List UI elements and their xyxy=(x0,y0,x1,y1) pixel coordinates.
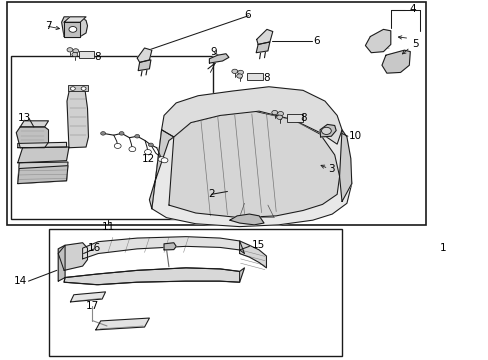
Text: 17: 17 xyxy=(86,301,99,311)
Polygon shape xyxy=(58,245,65,281)
Circle shape xyxy=(69,27,77,32)
Polygon shape xyxy=(16,127,48,148)
Text: 8: 8 xyxy=(300,113,306,123)
Polygon shape xyxy=(18,142,66,148)
Circle shape xyxy=(114,143,121,148)
Text: 12: 12 xyxy=(142,154,155,164)
Polygon shape xyxy=(18,162,68,184)
Circle shape xyxy=(101,132,105,135)
Circle shape xyxy=(148,143,153,147)
Polygon shape xyxy=(82,237,244,259)
Polygon shape xyxy=(64,268,244,285)
Circle shape xyxy=(277,112,283,116)
Circle shape xyxy=(276,115,282,120)
Polygon shape xyxy=(18,147,69,163)
Polygon shape xyxy=(161,87,341,144)
Polygon shape xyxy=(20,121,48,127)
Circle shape xyxy=(67,48,73,52)
Polygon shape xyxy=(67,87,88,148)
Bar xyxy=(11,56,212,220)
Text: 8: 8 xyxy=(263,73,269,83)
Text: 4: 4 xyxy=(408,4,415,14)
Circle shape xyxy=(70,87,75,90)
Text: 2: 2 xyxy=(207,189,214,199)
Bar xyxy=(49,229,341,356)
Polygon shape xyxy=(64,17,86,22)
Text: 7: 7 xyxy=(45,21,52,31)
Circle shape xyxy=(129,147,136,152)
Polygon shape xyxy=(58,243,87,270)
Text: 8: 8 xyxy=(94,52,101,62)
Polygon shape xyxy=(163,243,176,250)
Polygon shape xyxy=(229,214,264,225)
Polygon shape xyxy=(138,60,151,71)
Circle shape xyxy=(321,127,330,134)
Bar xyxy=(6,3,425,225)
Circle shape xyxy=(135,134,140,138)
Polygon shape xyxy=(64,268,239,285)
Circle shape xyxy=(144,149,151,154)
Text: 10: 10 xyxy=(348,131,361,141)
Polygon shape xyxy=(339,130,351,202)
Circle shape xyxy=(271,111,277,115)
Polygon shape xyxy=(61,17,87,37)
Polygon shape xyxy=(320,125,335,137)
Polygon shape xyxy=(137,48,152,62)
Polygon shape xyxy=(70,292,105,302)
Circle shape xyxy=(236,74,242,78)
Text: 15: 15 xyxy=(251,240,264,250)
Circle shape xyxy=(161,158,167,163)
Text: 13: 13 xyxy=(18,113,31,123)
Circle shape xyxy=(81,87,86,90)
Bar xyxy=(287,114,303,122)
Polygon shape xyxy=(365,30,390,53)
Text: 11: 11 xyxy=(101,222,114,231)
Polygon shape xyxy=(96,318,149,330)
Text: 3: 3 xyxy=(328,163,334,174)
Text: 9: 9 xyxy=(210,46,217,57)
Polygon shape xyxy=(381,50,409,73)
Polygon shape xyxy=(152,98,351,226)
Text: 14: 14 xyxy=(14,276,27,286)
Circle shape xyxy=(158,157,164,162)
Polygon shape xyxy=(256,42,269,53)
Text: 6: 6 xyxy=(313,36,319,46)
Polygon shape xyxy=(209,54,228,63)
Polygon shape xyxy=(149,130,173,209)
Bar xyxy=(79,51,94,58)
Bar xyxy=(246,73,262,80)
Polygon shape xyxy=(18,166,68,184)
Polygon shape xyxy=(239,241,266,268)
Text: 6: 6 xyxy=(244,10,251,20)
Circle shape xyxy=(72,52,78,57)
Text: 16: 16 xyxy=(87,243,101,253)
Text: 5: 5 xyxy=(411,40,418,49)
Circle shape xyxy=(237,70,243,75)
Polygon shape xyxy=(256,30,272,44)
Circle shape xyxy=(119,132,124,135)
Bar xyxy=(68,85,88,91)
Polygon shape xyxy=(168,111,339,218)
Text: 1: 1 xyxy=(439,243,445,253)
Polygon shape xyxy=(64,22,80,37)
Circle shape xyxy=(231,69,237,73)
Circle shape xyxy=(73,49,79,53)
